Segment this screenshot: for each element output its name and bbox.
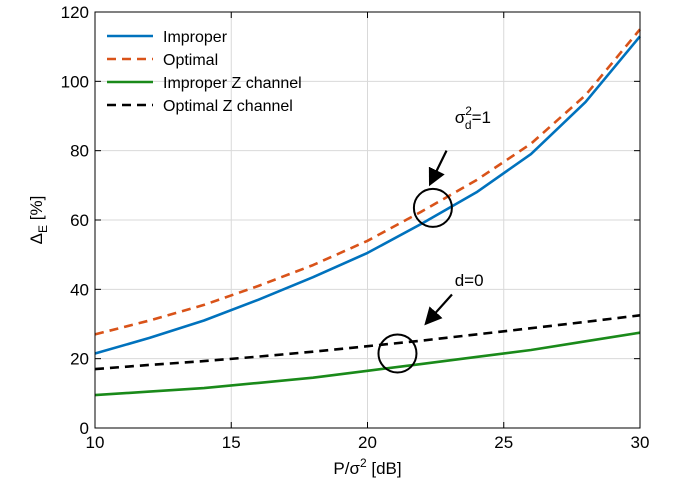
y-tick-label: 0 — [80, 419, 89, 438]
y-tick-label: 60 — [70, 211, 89, 230]
y-tick-label: 40 — [70, 280, 89, 299]
legend-label-3: Optimal Z channel — [163, 98, 293, 115]
x-axis-label-sup: 2 — [360, 456, 367, 470]
y-axis-label: ΔE [%] — [27, 196, 50, 245]
x-tick-label: 25 — [494, 433, 513, 452]
legend-label-1: Optimal — [163, 52, 218, 69]
annotation-label: σ2 d=1 — [455, 104, 491, 132]
x-tick-label: 10 — [86, 433, 105, 452]
annotation-label-base: σ — [455, 108, 466, 127]
y-tick-label: 80 — [70, 142, 89, 161]
x-axis-label-tail: [dB] — [367, 459, 402, 478]
annotation-label-sup: 2 — [465, 104, 472, 118]
annotation-label: d=0 — [455, 271, 484, 290]
y-tick-label: 120 — [61, 3, 89, 22]
x-tick-label: 20 — [358, 433, 377, 452]
y-axis-label-tail: [%] — [27, 196, 46, 225]
x-tick-label: 30 — [631, 433, 650, 452]
series-line-3 — [94, 314, 641, 371]
x-tick-label: 15 — [222, 433, 241, 452]
annotation-arrow — [428, 150, 448, 187]
annotation-arrow — [424, 293, 453, 326]
tick-labels: 10 15 20 25 30 0 20 40 60 80 100 120 — [61, 3, 650, 452]
y-tick-label: 100 — [61, 72, 89, 91]
legend: Improper Optimal Improper Z channel Optimal… — [107, 29, 302, 115]
legend-label-2: Improper Z channel — [163, 75, 302, 92]
series-line-0 — [94, 35, 642, 355]
x-axis-label: P/σ2 [dB] — [333, 456, 401, 478]
annotation-label-sub: d — [465, 118, 472, 132]
y-axis-label-sub: E — [36, 225, 50, 233]
annotation-circle — [412, 187, 453, 228]
annotation-circle — [377, 333, 418, 374]
series-line-1 — [94, 28, 642, 336]
series-line-2 — [94, 331, 641, 397]
y-tick-label: 20 — [70, 350, 89, 369]
legend-label-0: Improper — [163, 29, 228, 46]
annotations: σ2 d=1 d=0 — [377, 104, 491, 374]
x-axis-label-base: P/σ — [333, 459, 360, 478]
series-group — [94, 28, 642, 397]
annotation-label-tail: =1 — [472, 108, 491, 127]
y-axis-label-base: Δ — [27, 233, 46, 244]
